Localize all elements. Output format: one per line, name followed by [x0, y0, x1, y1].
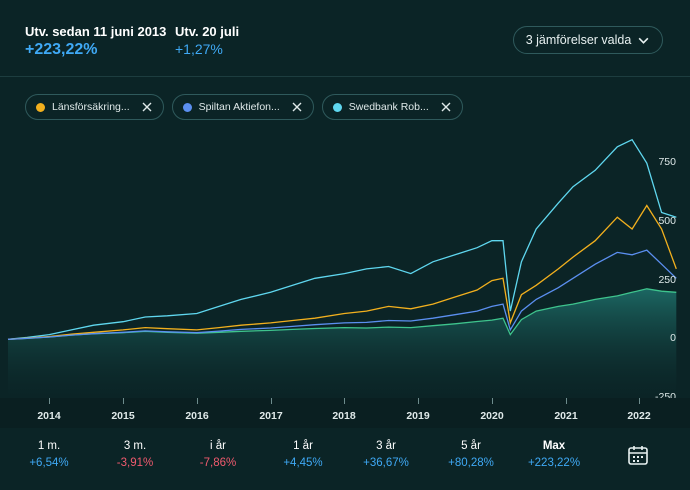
- period-label: 3 år: [376, 440, 396, 452]
- series-color-dot: [36, 102, 45, 112]
- period-value: +36,67%: [363, 457, 409, 469]
- y-tick-label: 250: [658, 274, 676, 286]
- calendar-icon[interactable]: [626, 443, 650, 467]
- x-tick-mark: [123, 398, 124, 404]
- period-label: 3 m.: [123, 440, 147, 452]
- since-label: Utv. sedan 11 juni 2013: [25, 24, 167, 39]
- x-axis: 2014 2015 2016 2017 2018 2019 2020 2021 2022: [0, 398, 690, 428]
- series-line-1: [7, 138, 677, 340]
- since-stat: Utv. sedan 11 juni 2013 +223,22%: [25, 24, 166, 59]
- period-label: 1 m.: [37, 440, 61, 452]
- chip-0[interactable]: Länsförsäkring...: [25, 94, 164, 120]
- chip-label: Swedbank Rob...: [348, 101, 429, 113]
- series-line-3: [7, 249, 677, 340]
- chip-label: Spiltan Aktiefon...: [198, 101, 280, 113]
- period-value: +6,54%: [29, 457, 69, 469]
- comparison-chips: Länsförsäkring... Spiltan Aktiefon... Sw…: [25, 94, 463, 120]
- x-tick-mark: [566, 398, 567, 404]
- y-tick-label: 500: [658, 215, 676, 227]
- compare-button[interactable]: 3 jämförelser valda: [513, 26, 663, 54]
- x-tick-label: 2018: [332, 410, 356, 422]
- period-5y[interactable]: 5 år +80,28%: [432, 440, 510, 469]
- x-tick-mark: [418, 398, 419, 404]
- series-area: [8, 288, 677, 398]
- chip-label: Länsförsäkring...: [52, 101, 130, 113]
- period-label: 5 år: [461, 440, 481, 452]
- period-3y[interactable]: 3 år +36,67%: [347, 440, 425, 469]
- series-color-dot: [182, 102, 192, 112]
- period-1y[interactable]: 1 år +4,45%: [264, 440, 342, 469]
- period-selector: 1 m. +6,54% 3 m. -3,91% i år -7,86% 1 år…: [0, 428, 690, 490]
- chart-area[interactable]: [0, 128, 690, 428]
- period-label: 1 år: [293, 440, 313, 452]
- period-ytd[interactable]: i år -7,86%: [179, 440, 257, 469]
- date-label: Utv. 20 juli: [175, 24, 240, 39]
- x-tick-mark: [49, 398, 50, 404]
- x-tick-mark: [197, 398, 198, 404]
- y-tick-label: 0: [670, 332, 676, 344]
- x-tick-label: 2021: [554, 410, 578, 422]
- date-stat: Utv. 20 juli +1,27%: [175, 24, 239, 57]
- period-3m[interactable]: 3 m. -3,91%: [96, 440, 174, 469]
- chevron-down-icon: [638, 37, 649, 44]
- series-line-2: [7, 204, 677, 340]
- period-value: +80,28%: [448, 457, 494, 469]
- close-icon[interactable]: [440, 101, 452, 113]
- x-tick-label: 2017: [259, 410, 283, 422]
- date-value: +1,27%: [175, 41, 223, 57]
- header-divider: [0, 76, 690, 77]
- y-tick-label: 750: [658, 156, 676, 168]
- x-tick-label: 2020: [480, 410, 504, 422]
- x-tick-mark: [492, 398, 493, 404]
- x-tick-label: 2022: [627, 410, 651, 422]
- series-color-dot: [332, 102, 342, 112]
- period-max[interactable]: Max +223,22%: [515, 440, 593, 469]
- period-label: i år: [210, 440, 226, 452]
- chip-1[interactable]: Spiltan Aktiefon...: [171, 94, 314, 120]
- period-1m[interactable]: 1 m. +6,54%: [10, 440, 88, 469]
- compare-button-label: 3 jämförelser valda: [525, 33, 632, 47]
- header: Utv. sedan 11 juni 2013 +223,22% Utv. 20…: [0, 0, 690, 78]
- chip-2[interactable]: Swedbank Rob...: [321, 94, 463, 120]
- x-tick-mark: [639, 398, 640, 404]
- period-value: -3,91%: [116, 457, 154, 469]
- x-tick-label: 2014: [37, 410, 61, 422]
- period-label: Max: [542, 440, 566, 452]
- period-value: -7,86%: [199, 457, 237, 469]
- x-tick-label: 2016: [185, 410, 209, 422]
- performance-chart[interactable]: [0, 128, 690, 398]
- close-icon[interactable]: [291, 101, 303, 113]
- since-value: +223,22%: [25, 41, 98, 58]
- x-tick-mark: [344, 398, 345, 404]
- x-tick-mark: [271, 398, 272, 404]
- x-tick-label: 2019: [406, 410, 430, 422]
- period-value: +4,45%: [283, 457, 323, 469]
- period-value: +223,22%: [527, 457, 581, 469]
- x-tick-label: 2015: [111, 410, 135, 422]
- close-icon[interactable]: [141, 101, 153, 113]
